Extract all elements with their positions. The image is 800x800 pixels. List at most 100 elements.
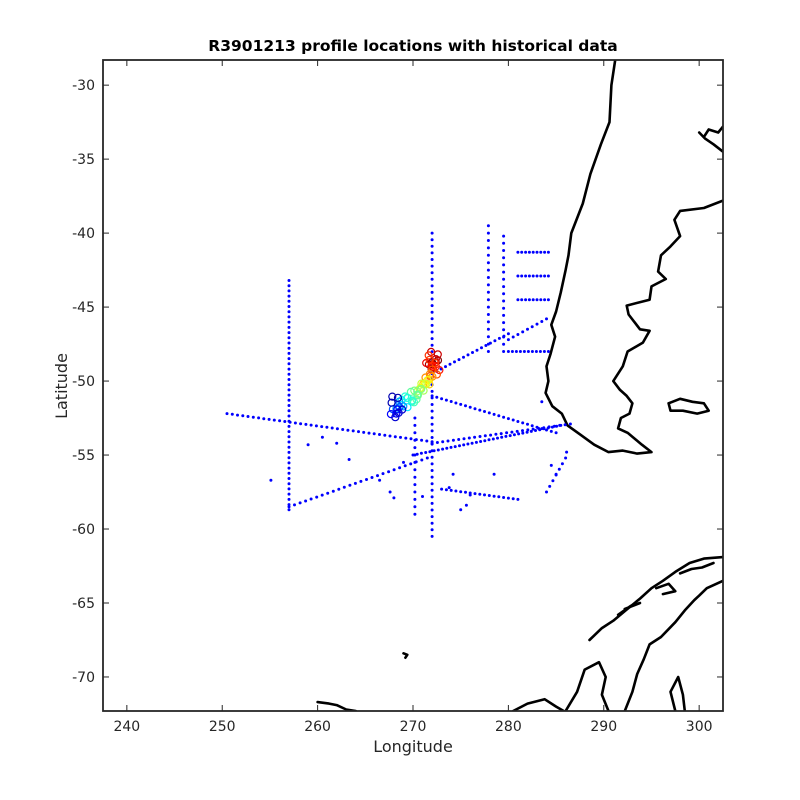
coastline <box>616 601 642 617</box>
historical-profile-point <box>419 451 423 455</box>
historical-profile-point <box>483 434 487 438</box>
historical-profile-point <box>502 285 506 289</box>
historical-profile-point <box>430 271 434 275</box>
historical-profile-point <box>551 479 555 483</box>
historical-profile-point <box>309 423 313 427</box>
historical-profile-point <box>473 407 477 411</box>
float-profile-marker <box>425 380 434 389</box>
historical-profile-point <box>293 503 296 507</box>
historical-profile-point <box>486 224 490 228</box>
historical-profile-point <box>413 505 417 509</box>
historical-profile-point <box>526 350 530 353</box>
historical-profile-point <box>388 490 392 494</box>
historical-profile-point <box>430 475 434 479</box>
historical-profile-point <box>543 274 547 278</box>
historical-profile-point <box>230 412 234 416</box>
historical-profile-point <box>486 298 490 302</box>
historical-profile-point <box>287 383 291 387</box>
historical-profile-point <box>392 468 396 472</box>
historical-profile-point <box>435 395 439 399</box>
historical-profile-point <box>459 402 463 406</box>
historical-profile-point <box>535 322 539 326</box>
historical-profile-point <box>413 446 417 450</box>
historical-profile-point <box>497 336 501 340</box>
historical-profile-point <box>511 418 515 422</box>
float-profile-marker <box>423 376 432 385</box>
historical-profile-point <box>293 421 297 425</box>
historical-profile-point <box>538 350 542 353</box>
historical-profile-point <box>517 432 521 436</box>
coastline-layer <box>316 60 723 711</box>
historical-profile-point <box>287 388 291 392</box>
historical-profile-point <box>430 231 434 235</box>
historical-profile-point <box>287 424 291 428</box>
historical-profile-point <box>462 437 466 441</box>
historical-profile-point <box>542 426 546 430</box>
historical-profile-point <box>525 430 529 434</box>
historical-profile-point <box>449 400 453 403</box>
historical-profile-point <box>508 434 512 438</box>
historical-profile-point <box>459 490 463 494</box>
historical-profile-point <box>283 420 287 423</box>
historical-profile-point <box>365 478 368 481</box>
coastline <box>544 60 723 455</box>
historical-profile-point <box>518 350 522 353</box>
historical-profile-point <box>547 425 551 429</box>
historical-profile-point <box>331 489 335 493</box>
historical-profile-point <box>486 313 490 316</box>
historical-profile-point <box>287 398 291 402</box>
historical-profile-point <box>287 503 291 507</box>
historical-profile-point <box>287 393 291 397</box>
historical-profile-point <box>505 431 509 435</box>
historical-profile-point <box>430 323 434 327</box>
historical-profile-point <box>540 400 544 404</box>
historical-profile-point <box>287 508 291 512</box>
historical-profile-point <box>492 412 496 416</box>
historical-profile-point <box>413 490 417 494</box>
historical-profile-point <box>502 496 506 499</box>
historical-profile-point <box>325 425 329 429</box>
x-tick-label: 280 <box>495 719 522 735</box>
historical-profile-point <box>287 450 291 454</box>
historical-profile-point <box>287 362 291 366</box>
historical-profile-point <box>251 415 255 419</box>
historical-profile-point <box>464 404 467 408</box>
historical-profile-point <box>287 487 291 491</box>
historical-profile-point <box>539 250 543 254</box>
historical-profile-point <box>453 360 456 364</box>
historical-profile-point <box>287 435 291 439</box>
historical-profile-point <box>430 534 434 538</box>
historical-profile-point <box>335 427 339 431</box>
historical-profile-point <box>534 350 538 353</box>
historical-profile-point <box>236 413 239 417</box>
y-tick-label: -50 <box>72 374 95 390</box>
historical-profile-point <box>516 298 520 302</box>
historical-profile-point <box>486 231 490 235</box>
historical-profile-point <box>287 497 291 501</box>
historical-profile-point <box>430 469 434 472</box>
historical-profile-point <box>504 434 508 438</box>
x-tick-label: 250 <box>209 719 236 735</box>
historical-profile-point <box>278 419 282 423</box>
historical-profile-point <box>549 429 553 433</box>
float-profile-marker <box>417 379 426 388</box>
historical-profile-point <box>381 472 385 476</box>
historical-profile-point <box>529 429 533 433</box>
historical-profile-point <box>287 279 291 282</box>
historical-profile-point <box>502 241 506 245</box>
historical-profile-point <box>542 350 546 353</box>
historical-profile-point <box>315 495 319 499</box>
historical-profile-point <box>486 239 490 242</box>
historical-profile-point <box>531 274 535 278</box>
historical-profile-point <box>515 429 519 433</box>
historical-profile-point <box>521 421 525 425</box>
historical-profile-point <box>480 346 483 350</box>
historical-profile-point <box>430 455 434 459</box>
historical-profile-point <box>502 415 506 419</box>
historical-profile-point <box>516 333 520 336</box>
historical-profile-point <box>413 468 417 472</box>
historical-profile-point <box>502 234 506 238</box>
historical-profile-point <box>558 423 562 427</box>
historical-data-layer <box>225 224 572 538</box>
